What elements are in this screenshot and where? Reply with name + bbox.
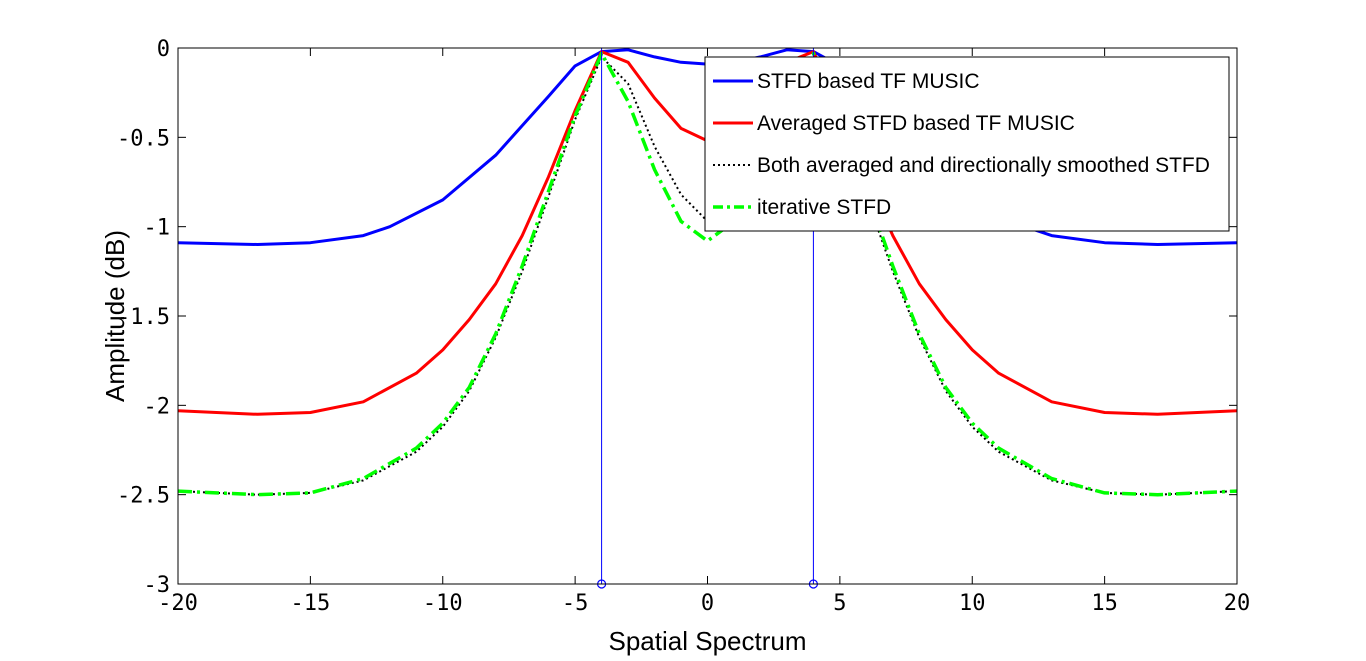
y-axis-label: Amplitude (dB) (100, 230, 130, 402)
x-tick-label: -5 (562, 591, 589, 616)
y-tick-label: -0.5 (117, 126, 170, 151)
x-tick-label: 15 (1091, 591, 1118, 616)
x-axis-label: Spatial Spectrum (609, 626, 807, 656)
axis-ticks: -20 -15 -10 -5 0 5 10 15 20 0 -0.5 -1 -1.5 -2 -2.5 -3 (117, 37, 1250, 616)
x-tick-label: -10 (423, 591, 463, 616)
legend: STFD based TF MUSIC Averaged STFD based T… (704, 56, 1230, 232)
y-tick-label: -2.5 (117, 484, 170, 509)
y-tick-label: 0 (157, 37, 170, 62)
legend-box (704, 56, 1230, 232)
y-tick-label: -1.5 (117, 305, 170, 330)
x-tick-label: 10 (959, 591, 986, 616)
x-tick-label: 5 (833, 591, 846, 616)
legend-label-1: STFD based TF MUSIC (757, 70, 980, 93)
x-tick-label: -20 (158, 591, 198, 616)
legend-label-4: iterative STFD (757, 196, 891, 219)
legend-label-2: Averaged STFD based TF MUSIC (757, 112, 1075, 135)
y-tick-label: -3 (144, 573, 171, 598)
x-tick-label: -15 (291, 591, 331, 616)
series-line-4 (177, 51, 1238, 497)
legend-label-3: Both averaged and directionally smoothed… (757, 154, 1210, 177)
x-tick-label: 0 (701, 591, 714, 616)
y-tick-label: -2 (144, 394, 171, 419)
y-tick-label: -1 (144, 216, 171, 241)
x-tick-label: 20 (1224, 591, 1251, 616)
